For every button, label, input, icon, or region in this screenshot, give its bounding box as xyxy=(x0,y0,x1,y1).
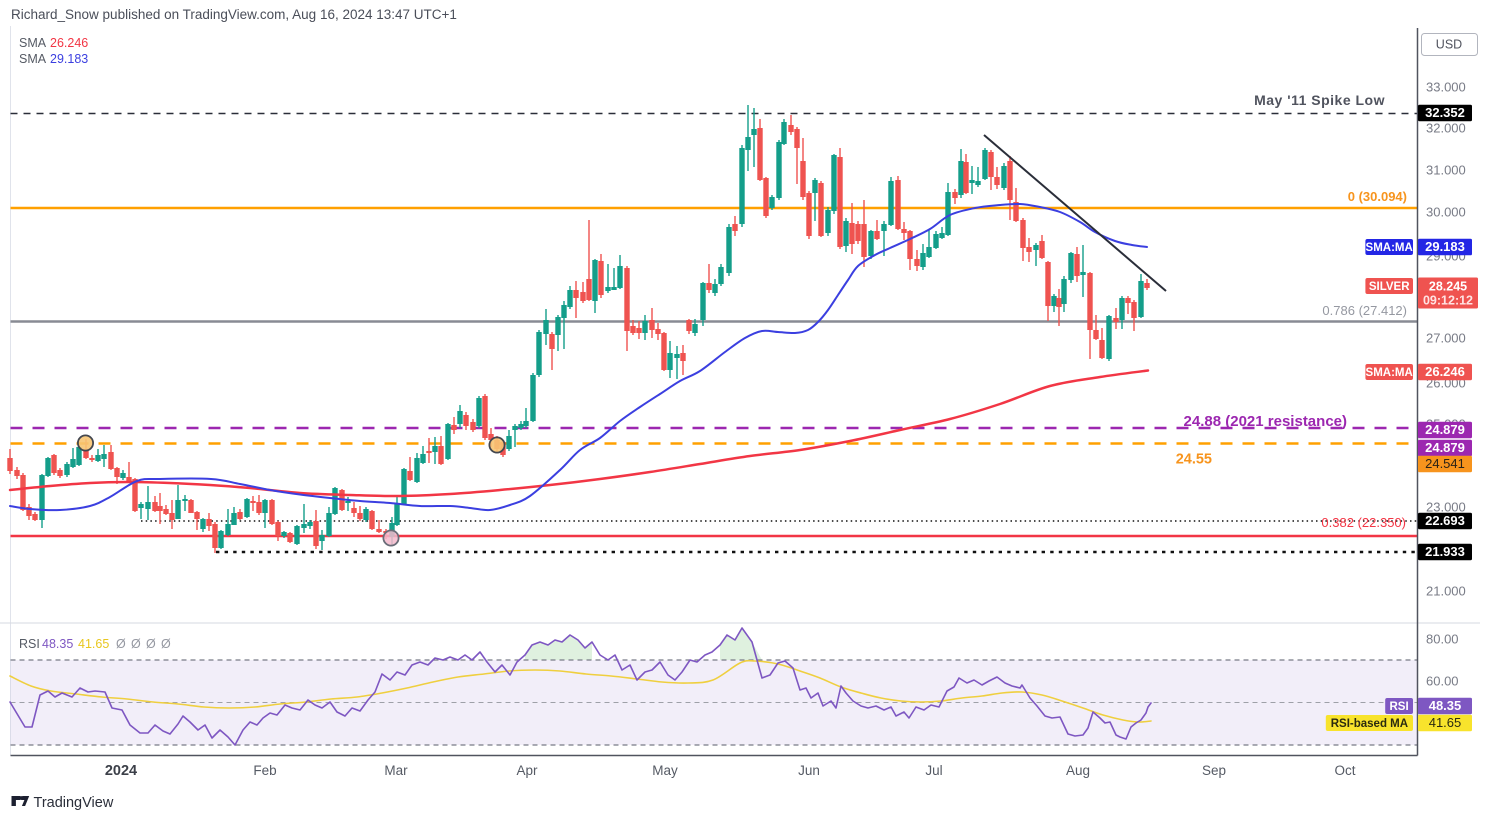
svg-text:0.786 (27.412): 0.786 (27.412) xyxy=(1322,303,1407,318)
svg-text:May '11 Spike Low: May '11 Spike Low xyxy=(1254,92,1385,108)
svg-text:Ø: Ø xyxy=(146,637,156,651)
svg-text:32.352: 32.352 xyxy=(1425,105,1465,120)
svg-text:Jun: Jun xyxy=(798,763,820,778)
svg-text:29.183: 29.183 xyxy=(50,52,88,66)
svg-text:22.693: 22.693 xyxy=(1425,513,1465,528)
svg-text:48.35: 48.35 xyxy=(42,637,73,651)
svg-text:Oct: Oct xyxy=(1334,763,1355,778)
svg-text:Sep: Sep xyxy=(1202,763,1226,778)
svg-text:RSI-based MA: RSI-based MA xyxy=(1331,718,1408,730)
svg-text:26.246: 26.246 xyxy=(1425,364,1465,379)
svg-text:24.879: 24.879 xyxy=(1425,422,1465,437)
svg-text:41.65: 41.65 xyxy=(78,637,109,651)
svg-text:RSI: RSI xyxy=(1390,701,1409,713)
svg-text:30.000: 30.000 xyxy=(1426,205,1466,220)
svg-text:24.541: 24.541 xyxy=(1425,456,1465,471)
svg-text:Feb: Feb xyxy=(253,763,276,778)
svg-text:23.000: 23.000 xyxy=(1426,500,1466,515)
svg-text:RSI: RSI xyxy=(19,637,40,651)
svg-text:24.55: 24.55 xyxy=(1176,452,1212,468)
svg-text:Mar: Mar xyxy=(384,763,408,778)
svg-text:Ø: Ø xyxy=(131,637,141,651)
svg-text:41.65: 41.65 xyxy=(1429,715,1462,730)
svg-text:27.000: 27.000 xyxy=(1426,331,1466,346)
svg-text:May: May xyxy=(652,763,678,778)
svg-text:09:12:12: 09:12:12 xyxy=(1423,294,1473,308)
svg-text:80.00: 80.00 xyxy=(1426,632,1459,647)
svg-text:Richard_Snow published on Trad: Richard_Snow published on TradingView.co… xyxy=(11,7,457,22)
svg-text:60.00: 60.00 xyxy=(1426,674,1459,689)
svg-text:SMA: SMA xyxy=(19,36,47,50)
svg-text:Ø: Ø xyxy=(116,637,126,651)
svg-text:29.183: 29.183 xyxy=(1425,239,1465,254)
svg-text:0 (30.094): 0 (30.094) xyxy=(1348,189,1407,204)
svg-text:Apr: Apr xyxy=(516,763,538,778)
svg-text:26.246: 26.246 xyxy=(50,36,88,50)
svg-text:33.000: 33.000 xyxy=(1426,80,1466,95)
svg-text:Ø: Ø xyxy=(161,637,171,651)
svg-text:48.35: 48.35 xyxy=(1429,698,1462,713)
svg-text:31.000: 31.000 xyxy=(1426,163,1466,178)
svg-text:TradingView: TradingView xyxy=(34,795,114,811)
svg-text:SILVER: SILVER xyxy=(1369,281,1410,293)
svg-text:0.382 (22.350): 0.382 (22.350) xyxy=(1321,515,1406,530)
svg-text:21.933: 21.933 xyxy=(1425,544,1465,559)
svg-text:Jul: Jul xyxy=(925,763,942,778)
svg-text:21.000: 21.000 xyxy=(1426,584,1466,599)
svg-text:USD: USD xyxy=(1436,38,1462,52)
svg-text:SMA:MA: SMA:MA xyxy=(1366,242,1413,254)
svg-text:SMA:MA: SMA:MA xyxy=(1366,367,1413,379)
svg-text:24.879: 24.879 xyxy=(1425,440,1465,455)
svg-text:2024: 2024 xyxy=(105,763,137,779)
svg-text:SMA: SMA xyxy=(19,52,47,66)
svg-text:Aug: Aug xyxy=(1066,763,1090,778)
svg-text:32.000: 32.000 xyxy=(1426,121,1466,136)
svg-text:24.88 (2021 resistance): 24.88 (2021 resistance) xyxy=(1184,413,1347,430)
svg-text:28.245: 28.245 xyxy=(1429,280,1467,294)
